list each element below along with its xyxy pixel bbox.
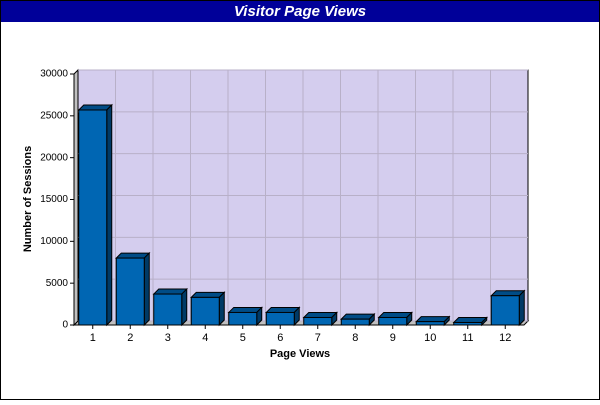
bar-front xyxy=(190,296,220,326)
title-bar xyxy=(1,1,599,22)
y-tick-label: 15000 xyxy=(40,194,68,205)
y-tick-label: 30000 xyxy=(40,69,68,80)
bar-front xyxy=(340,318,370,326)
y-tick-label: 10000 xyxy=(40,236,68,247)
bar xyxy=(340,312,376,327)
bar-front xyxy=(490,295,520,326)
x-tick-label: 1 xyxy=(90,332,96,344)
bar xyxy=(190,291,226,327)
x-tick-label: 11 xyxy=(462,332,473,344)
x-tick-label: 7 xyxy=(315,332,321,344)
bar-side xyxy=(143,251,150,327)
bar-side xyxy=(518,289,525,327)
bar xyxy=(415,315,451,327)
bar-front xyxy=(115,257,145,326)
bar-front xyxy=(415,321,445,326)
x-tick-label: 10 xyxy=(424,332,436,344)
y-tick-label: 0 xyxy=(62,320,68,331)
chart-title: Visitor Page Views xyxy=(234,3,366,20)
x-axis-title: Page Views xyxy=(270,348,330,360)
x-tick-label: 3 xyxy=(165,332,171,344)
bar-front xyxy=(228,311,258,326)
bar xyxy=(77,103,113,327)
bar-side xyxy=(218,291,225,327)
y-axis-title: Number of Sessions xyxy=(22,146,34,252)
plot-side xyxy=(73,68,79,327)
bar-front xyxy=(303,316,333,326)
bar xyxy=(302,311,338,327)
x-tick-label: 8 xyxy=(352,332,358,344)
bar xyxy=(265,306,301,327)
bar-front xyxy=(265,311,295,326)
y-tick-label: 25000 xyxy=(40,110,68,121)
x-tick-label: 9 xyxy=(390,332,396,344)
bar-front xyxy=(78,109,108,326)
y-tick-label: 20000 xyxy=(40,152,68,163)
x-tick-label: 12 xyxy=(499,332,511,344)
bar xyxy=(490,289,526,327)
x-tick-label: 2 xyxy=(127,332,133,344)
bar xyxy=(115,251,151,327)
bar xyxy=(152,287,188,327)
bar xyxy=(377,311,413,327)
bar xyxy=(227,306,263,327)
x-tick-label: 5 xyxy=(240,332,246,344)
bar-side xyxy=(181,287,188,327)
x-tick-label: 4 xyxy=(202,332,208,344)
bar xyxy=(452,316,488,327)
x-tick-label: 6 xyxy=(277,332,283,344)
bar-side xyxy=(106,103,113,327)
y-tick-label: 5000 xyxy=(46,278,69,289)
bar-front xyxy=(153,293,183,326)
bar-front xyxy=(378,316,408,326)
bar-front xyxy=(453,321,483,326)
